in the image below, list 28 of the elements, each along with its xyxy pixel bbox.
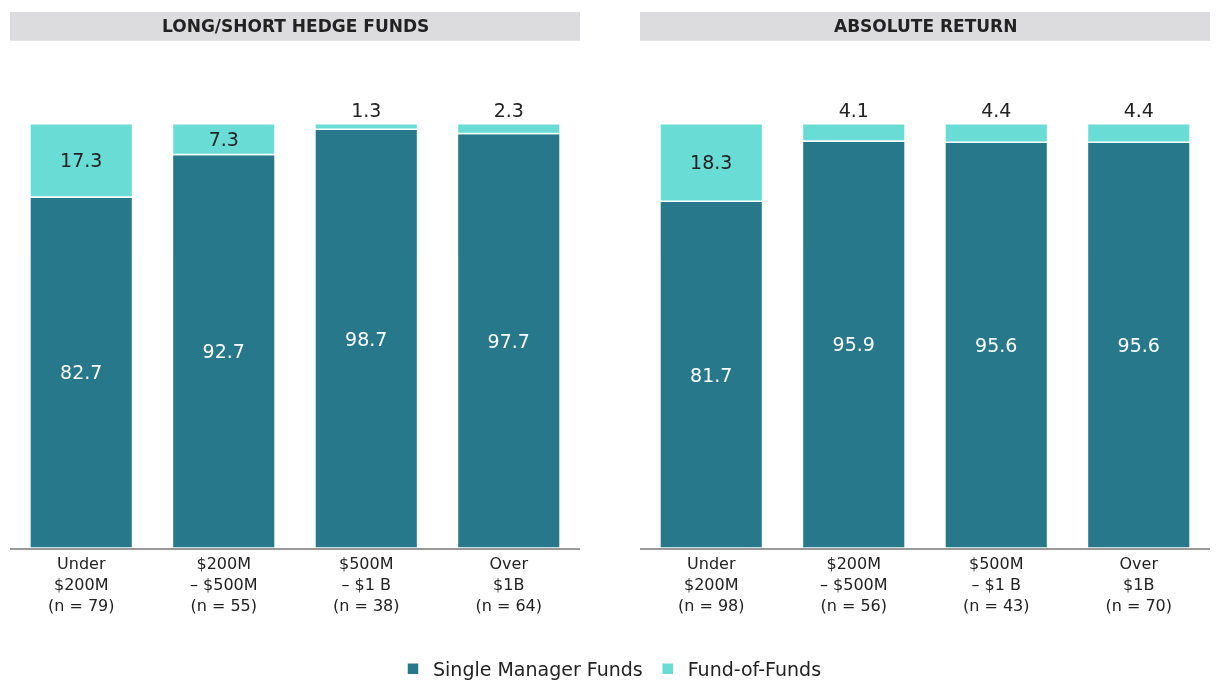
legend-label: Fund-of-Funds xyxy=(687,658,822,681)
data-label: 2.3 xyxy=(493,98,524,121)
x-tick-label: $200M – $500M (n = 56) xyxy=(819,554,888,615)
x-tick-label: $500M – $1 B (n = 38) xyxy=(332,554,400,615)
data-label: 95.6 xyxy=(975,334,1018,357)
data-label: 95.9 xyxy=(832,333,875,356)
data-label: 4.4 xyxy=(1123,98,1154,121)
data-label: 7.3 xyxy=(208,128,239,151)
x-tick-label: $200M – $500M (n = 55) xyxy=(189,554,258,615)
data-label: 81.7 xyxy=(690,363,733,386)
data-label: 18.3 xyxy=(690,151,733,174)
data-label: 95.6 xyxy=(1117,334,1160,357)
data-label: 1.3 xyxy=(351,98,382,121)
data-label: 97.7 xyxy=(487,329,530,352)
data-label: 17.3 xyxy=(60,149,103,172)
chart-title: LONG/SHORT HEDGE FUNDS xyxy=(162,16,430,36)
data-label: 92.7 xyxy=(202,340,245,363)
chart-title: ABSOLUTE RETURN xyxy=(834,16,1018,36)
data-label: 82.7 xyxy=(60,361,103,384)
data-label: 98.7 xyxy=(345,327,388,350)
x-tick-label: Under $200M (n = 98) xyxy=(677,554,745,615)
x-tick-label: Under $200M (n = 79) xyxy=(47,554,115,615)
x-tick-label: Over $1B (n = 64) xyxy=(475,554,543,615)
legend-label: Single Manager Funds xyxy=(433,658,643,681)
x-tick-label: Over $1B (n = 70) xyxy=(1105,554,1173,615)
data-label: 4.1 xyxy=(838,98,869,121)
data-label: 4.4 xyxy=(981,98,1012,121)
x-tick-label: $500M – $1 B (n = 43) xyxy=(962,554,1030,615)
